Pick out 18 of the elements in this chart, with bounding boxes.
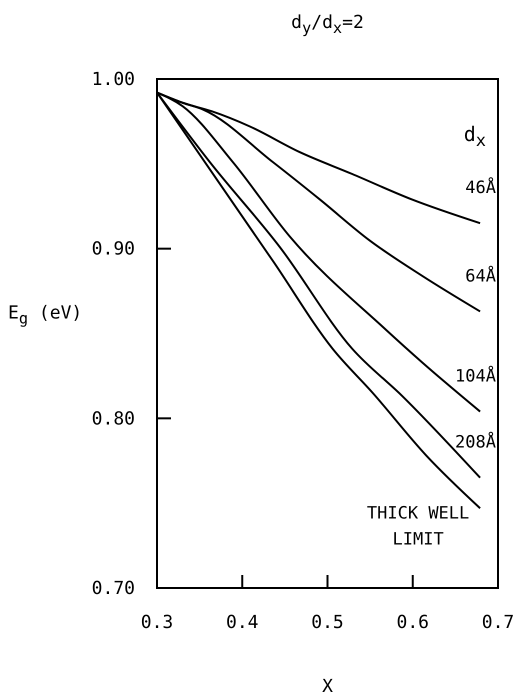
series-label: 104Å	[455, 366, 496, 387]
series-label: 64Å	[465, 265, 496, 286]
x-axis-title: X	[322, 676, 334, 694]
x-tick-label: 0.3	[140, 612, 174, 633]
y-tick-label: 0.70	[92, 578, 135, 599]
y-tick-label: 1.00	[92, 69, 135, 90]
y-tick-label: 0.80	[92, 408, 135, 430]
x-tick-label: 0.7	[482, 612, 514, 633]
series-label: THICK WELL LIMIT	[366, 503, 470, 550]
x-tick-label: 0.5	[311, 612, 344, 633]
chart-title: d$_{y}$/d$_{x}$=2	[291, 12, 364, 36]
x-tick-label: 0.6	[396, 612, 430, 633]
legend-title: d$_{x}$	[464, 122, 486, 152]
series-label: 46Å	[465, 177, 496, 198]
y-tick-label: 0.90	[92, 238, 135, 260]
series-label: 208Å	[455, 432, 496, 453]
x-tick-label: 0.4	[226, 612, 259, 633]
y-axis-title: E$_{g}$ (eV)	[8, 302, 82, 327]
